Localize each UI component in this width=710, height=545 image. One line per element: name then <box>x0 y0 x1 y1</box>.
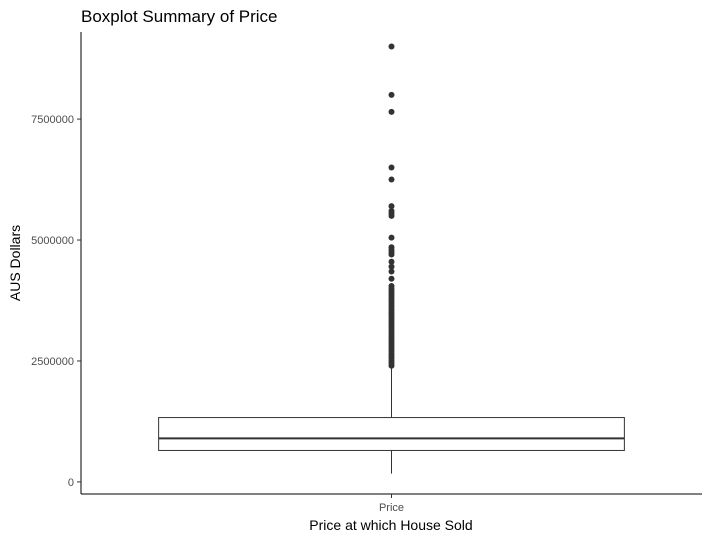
y-axis-label: AUS Dollars <box>7 225 23 301</box>
outlier-point <box>388 251 395 258</box>
outlier-point <box>388 268 395 275</box>
outlier-point <box>388 91 395 98</box>
outlier-point <box>388 362 395 369</box>
y-tick-label: 0 <box>68 477 74 489</box>
chart-title: Boxplot Summary of Price <box>81 7 278 26</box>
x-axis-label: Price at which House Sold <box>309 517 472 533</box>
y-tick-label: 5000000 <box>31 235 74 247</box>
iqr-box <box>158 417 625 451</box>
outlier-point <box>388 263 395 270</box>
outlier-point <box>388 234 395 241</box>
outlier-point <box>388 275 395 282</box>
x-tick-label: Price <box>379 502 404 514</box>
outlier-point <box>388 212 395 219</box>
y-tick-label: 2500000 <box>31 356 74 368</box>
y-tick-label: 7500000 <box>31 114 74 126</box>
outlier-point <box>388 43 395 50</box>
plot-area: 0 2500000 5000000 7500000 Price <box>31 32 702 514</box>
outlier-point <box>388 258 395 265</box>
outlier-point <box>388 176 395 183</box>
outlier-point <box>388 108 395 115</box>
outlier-point <box>388 164 395 171</box>
outlier-point <box>388 203 395 210</box>
